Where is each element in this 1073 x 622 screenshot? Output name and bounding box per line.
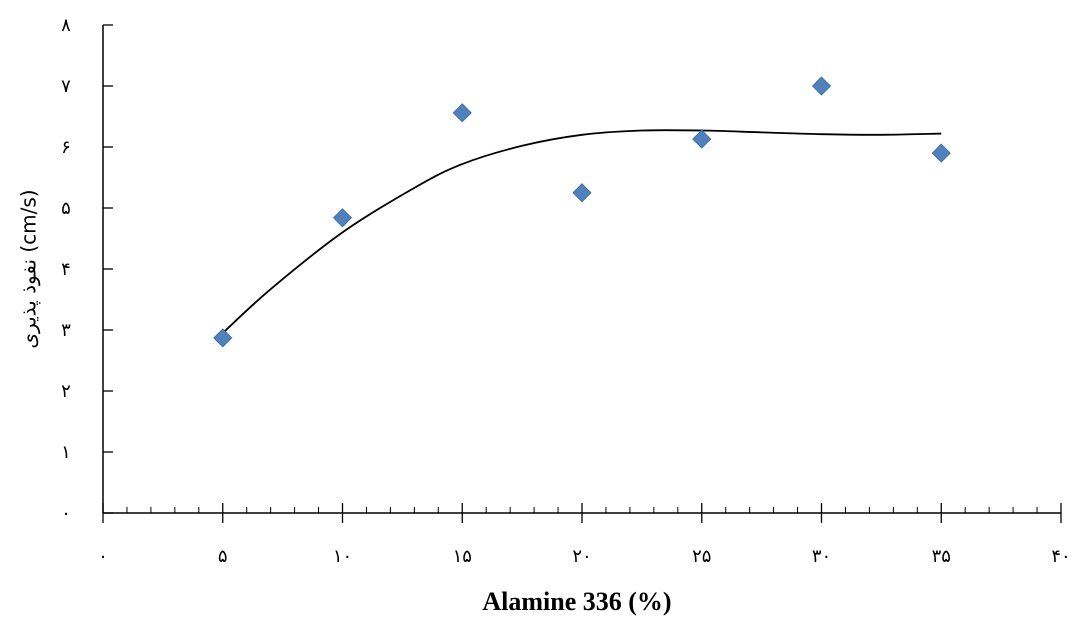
data-points (213, 76, 951, 348)
x-tick-label: ۴۰ (1051, 546, 1070, 567)
data-point (452, 103, 472, 123)
y-tick-label: ۵ (61, 198, 71, 219)
x-tick-label: ۵ (218, 546, 228, 567)
x-tick-label: ۲۵ (692, 546, 711, 567)
y-tick-label: ۱ (61, 442, 71, 463)
y-tick-label: ۳ (61, 320, 71, 341)
x-tick-label: ۳۰ (812, 546, 831, 567)
data-point (692, 129, 712, 149)
data-point (332, 208, 353, 228)
y-tick-label: ۷ (61, 76, 71, 97)
x-tick-label: ۳۵ (932, 546, 951, 567)
y-tick-label: ۸ (61, 15, 71, 36)
data-point (931, 143, 951, 163)
data-point (213, 328, 233, 348)
x-tick-label: ۰ (98, 546, 108, 567)
x-tick-label: ۱۰ (333, 546, 352, 567)
y-tick-label: ۲ (61, 381, 71, 402)
y-axis-title: نفوذ پذیری (cm/s) (17, 189, 42, 348)
y-tick-label: ۰ (61, 503, 71, 524)
x-tick-label: ۱۵ (453, 546, 472, 567)
x-minor-ticks (126, 507, 1038, 513)
data-point (572, 183, 592, 203)
y-tick-label: ۴ (61, 259, 71, 280)
x-tick-label: ۲۰ (572, 546, 591, 567)
x-axis-title: Alamine 336 (%) (482, 587, 671, 616)
trendline (222, 129, 942, 334)
y-ticks: ۰ ۱ ۲ ۳ ۴ ۵ ۶ ۷ ۸ (61, 15, 113, 524)
y-tick-label: ۶ (61, 137, 71, 158)
data-point (811, 76, 832, 96)
